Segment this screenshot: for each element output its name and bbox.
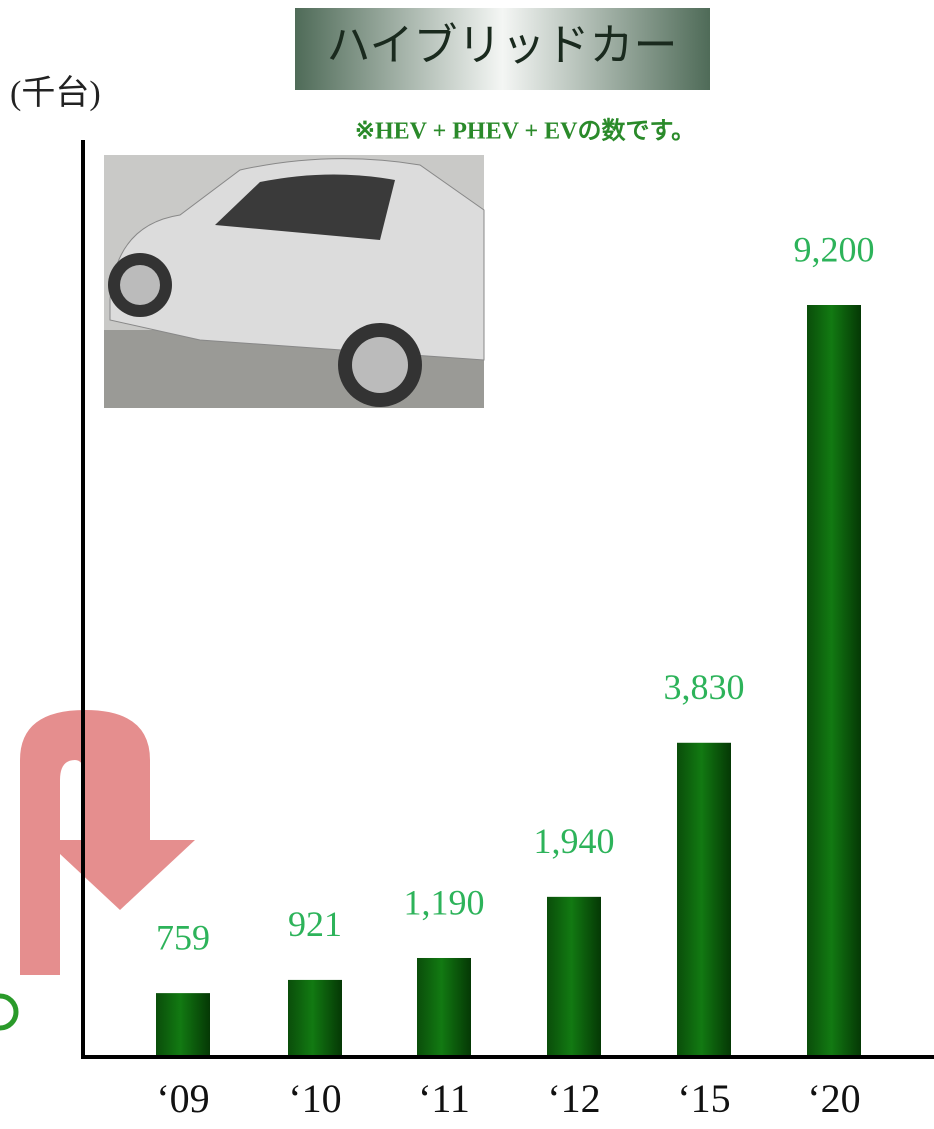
note: ※HEV + PHEV + EVの数です。 (355, 118, 695, 145)
x-tick-label: ‘10 (288, 1076, 341, 1121)
x-tick-label: ‘20 (807, 1076, 860, 1121)
circle-decoration (0, 993, 19, 1031)
x-tick-label: ‘09 (156, 1076, 209, 1121)
value-label: 1,190 (404, 882, 485, 922)
bar (807, 305, 861, 1055)
u-turn-arrow (20, 710, 195, 975)
x-tick-label: ‘15 (677, 1076, 730, 1121)
value-label: 1,940 (534, 821, 615, 861)
bar (677, 742, 731, 1055)
x-tick-label: ‘12 (547, 1076, 600, 1121)
bar (156, 993, 210, 1055)
value-label: 759 (156, 917, 210, 957)
bar (547, 896, 601, 1055)
bar (288, 979, 342, 1055)
bar (417, 957, 471, 1055)
title-box (295, 8, 710, 90)
chart-title: ハイブリッドカー (326, 21, 677, 70)
x-tick-label: ‘11 (418, 1076, 470, 1121)
car-photo (104, 155, 485, 408)
value-label: 921 (288, 904, 342, 944)
y-axis-label: (千台) (10, 74, 101, 112)
value-label: 3,830 (664, 667, 745, 707)
value-label: 9,200 (794, 229, 875, 269)
